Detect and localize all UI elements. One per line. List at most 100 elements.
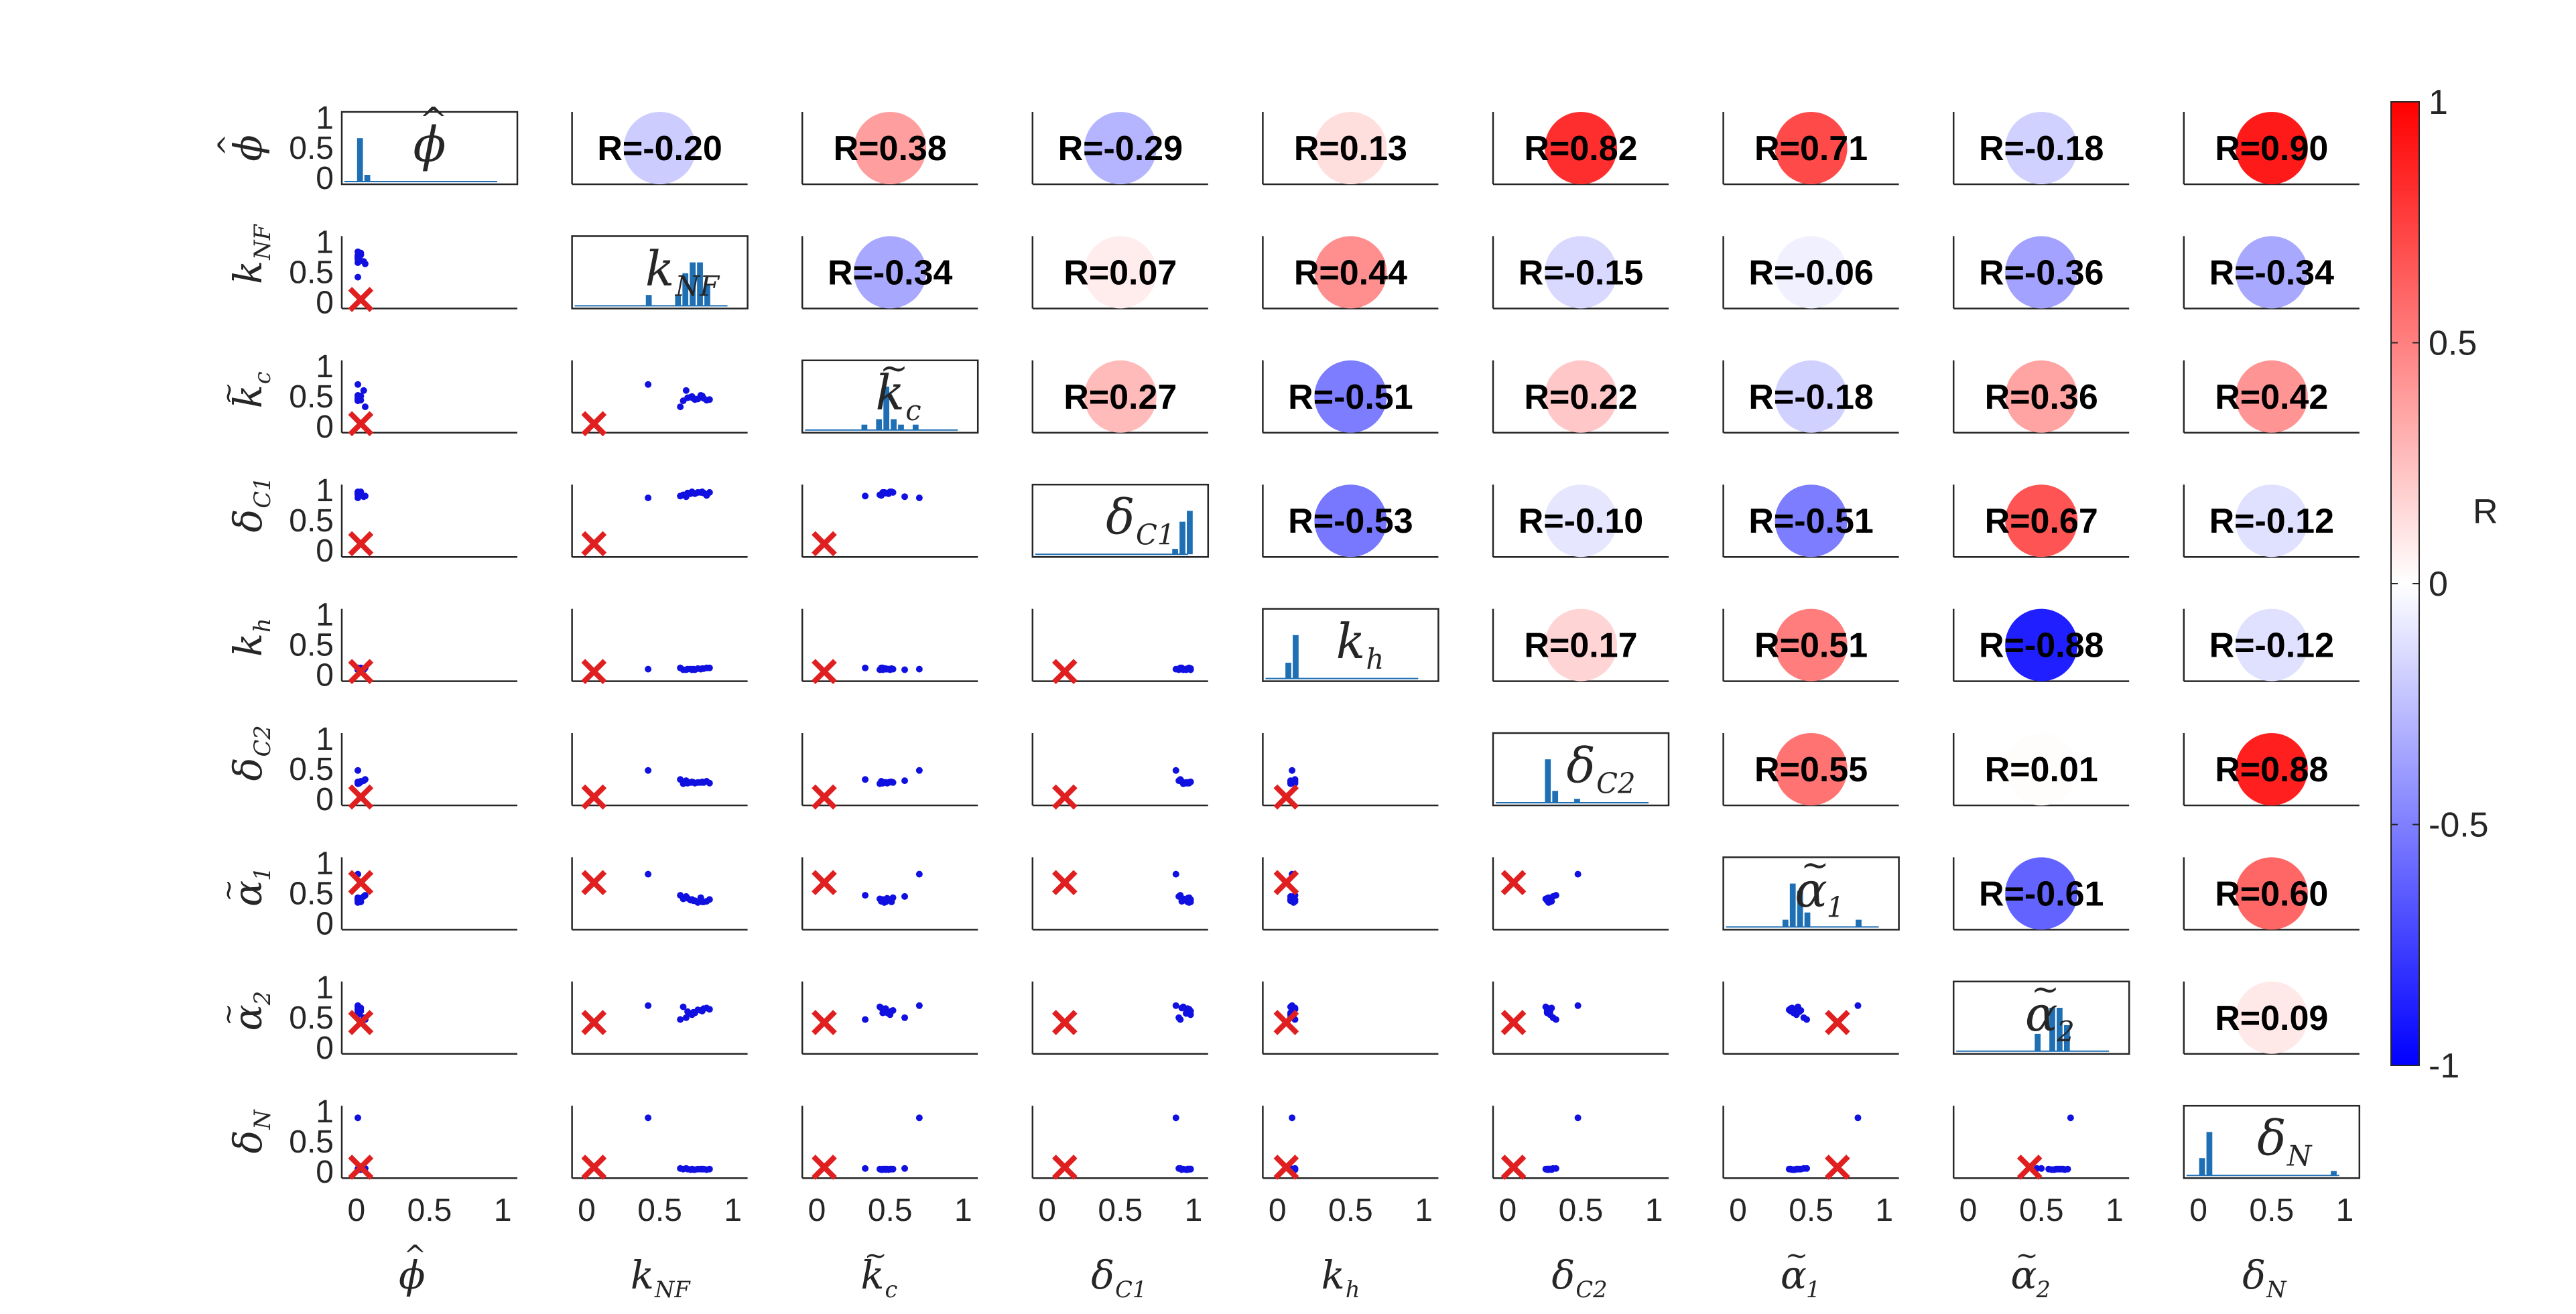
reference-marker bbox=[348, 1010, 374, 1035]
panel-r5-c8: R=0.88 bbox=[2183, 733, 2360, 807]
scatter-point bbox=[888, 1165, 895, 1173]
panel-r8-c7: 0 0.5 1 bbox=[1952, 1106, 2130, 1228]
diagonal-label-2: k~ c bbox=[875, 348, 921, 427]
panel-r7-c0: 00.51 bbox=[289, 970, 517, 1066]
column-label-6-base: α bbox=[1781, 1252, 1807, 1298]
scatter-point bbox=[1543, 1006, 1551, 1013]
panel-r0-c5: R=0.82 bbox=[1492, 112, 1669, 186]
diagonal-frame bbox=[1492, 732, 1670, 807]
scatter-point bbox=[1177, 892, 1184, 899]
reference-marker bbox=[581, 531, 607, 557]
diagonal-label-4-base: k bbox=[1336, 613, 1366, 669]
histogram-bar bbox=[891, 419, 897, 430]
panel-r3-c1 bbox=[571, 484, 748, 558]
scatter-point bbox=[1172, 870, 1179, 878]
correlation-label: R=-0.36 bbox=[1979, 253, 2104, 292]
reference-marker bbox=[581, 1010, 607, 1035]
column-label-8-base: δ bbox=[2242, 1252, 2266, 1298]
x-tick-label: 0 bbox=[347, 1193, 365, 1228]
x-tick-label: 1 bbox=[954, 1193, 972, 1228]
panel-r5-c0: 00.51 bbox=[289, 722, 517, 817]
diagonal-label-8-base: δ bbox=[2257, 1110, 2286, 1167]
scatter-point bbox=[1803, 1016, 1811, 1023]
scatter-point bbox=[1289, 767, 1296, 774]
x-tick-label: 0 bbox=[1959, 1193, 1978, 1228]
scatter-point bbox=[1172, 665, 1179, 673]
panel-r5-c5: δ C2 bbox=[1492, 732, 1670, 807]
scatter-point bbox=[1552, 1165, 1559, 1172]
row-label-symbol-8-sub: N bbox=[249, 1109, 275, 1130]
scatter-point bbox=[645, 381, 652, 388]
scatter-point bbox=[677, 892, 684, 899]
correlation-circle bbox=[1545, 484, 1617, 557]
row-label-symbol-5-sub: C2 bbox=[249, 725, 275, 757]
scatter-point bbox=[879, 896, 887, 903]
histogram-bar bbox=[364, 175, 371, 182]
row-label-symbol-5: δC2 bbox=[225, 725, 275, 781]
diagonal-frame bbox=[340, 111, 519, 186]
panel-r6-c5 bbox=[1492, 857, 1669, 931]
panel-r4-c2 bbox=[801, 608, 978, 685]
scatter-point bbox=[1172, 1002, 1179, 1009]
scatter-point bbox=[680, 1003, 687, 1010]
row-label-symbol-1-sub: NF bbox=[249, 223, 275, 260]
scatter-point bbox=[680, 397, 687, 405]
reference-marker-stroke bbox=[1052, 870, 1078, 896]
correlation-label: R=0.17 bbox=[1524, 627, 1637, 665]
diagonal-label-5: δ C2 bbox=[1566, 737, 1635, 799]
diagonal-frame bbox=[1031, 483, 1210, 558]
correlation-label: R=0.44 bbox=[1294, 253, 1407, 292]
correlation-label: R=0.60 bbox=[2215, 874, 2328, 913]
scatter-point bbox=[915, 495, 923, 501]
diagonal-label-0-base: ϕ bbox=[413, 116, 446, 172]
column-label-2-base: k bbox=[860, 1252, 884, 1298]
scatter-point bbox=[1793, 1006, 1800, 1013]
scatter-point bbox=[677, 403, 684, 411]
y-tick-label: 0 bbox=[316, 533, 334, 569]
reference-marker bbox=[348, 411, 374, 437]
histogram-bar bbox=[912, 424, 919, 430]
panel-r2-c6: R=-0.18 bbox=[1722, 360, 1899, 434]
column-label-3-base: δ bbox=[1091, 1252, 1114, 1298]
row-label-8: δN bbox=[225, 1109, 275, 1154]
reference-marker bbox=[1500, 870, 1527, 896]
panel-r0-c0: ϕ^ 00.51 bbox=[289, 100, 519, 196]
column-label-3: δ C1 bbox=[1091, 1252, 1147, 1303]
panel-r3-c0: 00.51 bbox=[289, 473, 517, 569]
correlation-circle bbox=[1314, 236, 1387, 309]
reference-marker bbox=[348, 1155, 374, 1180]
diagonal-frame bbox=[801, 359, 979, 434]
x-tick-label: 0 bbox=[808, 1193, 826, 1228]
panel-r8-c3: 0 0.5 1 bbox=[1031, 1106, 1208, 1228]
diagonal-label-3: δ C1 bbox=[1106, 489, 1175, 551]
reference-marker-stroke bbox=[1273, 784, 1299, 810]
histogram-bar bbox=[898, 424, 904, 430]
scatter-point bbox=[355, 495, 362, 501]
reference-marker-stroke bbox=[581, 411, 607, 437]
panel-r2-c4: R=-0.51 bbox=[1262, 360, 1439, 434]
histogram-bar bbox=[675, 295, 682, 306]
correlation-label: R=-0.34 bbox=[2209, 253, 2335, 292]
colorbar: -1 -0.5 0 0.5 1 R bbox=[2390, 83, 2498, 1086]
reference-marker-stroke bbox=[581, 1010, 607, 1035]
reference-marker-stroke bbox=[1052, 784, 1078, 810]
reference-marker bbox=[348, 870, 374, 896]
x-tick-label: 1 bbox=[724, 1193, 742, 1228]
row-label-2: k~ c bbox=[212, 371, 275, 408]
x-tick-label: 1 bbox=[1185, 1193, 1203, 1228]
scatter-point bbox=[1177, 776, 1184, 783]
y-tick-label: 0 bbox=[316, 409, 334, 445]
reference-marker-stroke bbox=[1052, 1010, 1078, 1035]
x-tick-label: 0.5 bbox=[1098, 1193, 1143, 1228]
scatter-point bbox=[355, 779, 362, 787]
scatter-point bbox=[677, 492, 684, 500]
scatter-point bbox=[915, 665, 923, 673]
diagonal-label-2-base: k bbox=[875, 365, 905, 421]
reference-marker bbox=[1273, 1155, 1299, 1180]
reference-marker-stroke bbox=[1500, 870, 1527, 896]
reference-marker bbox=[1052, 870, 1078, 896]
correlation-label: R=-0.06 bbox=[1748, 253, 1873, 292]
reference-marker bbox=[348, 287, 374, 312]
